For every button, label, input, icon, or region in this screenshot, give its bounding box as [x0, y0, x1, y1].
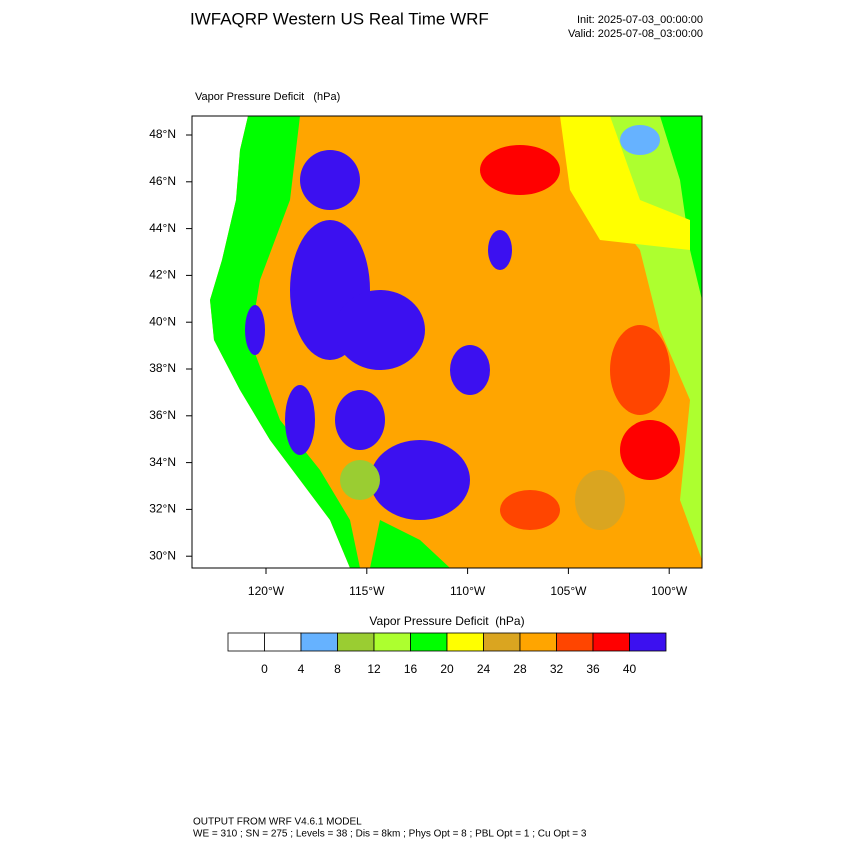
- colorbar-label: 40: [623, 662, 637, 676]
- lat-label: 38°N: [149, 361, 176, 375]
- colorbar-title: Vapor Pressure Deficit (hPa): [369, 614, 524, 628]
- title: IWFAQRP Western US Real Time WRF: [190, 9, 489, 28]
- lat-label: 36°N: [149, 408, 176, 422]
- colorbar-box: [410, 632, 448, 652]
- colorbar-box: [446, 632, 484, 652]
- lon-label: 105°W: [550, 584, 587, 598]
- colorbar-box: [227, 632, 265, 652]
- lat-label: 40°N: [149, 314, 176, 328]
- colorbar-box: [264, 632, 302, 652]
- colorbar-box: [519, 632, 557, 652]
- colorbar-label: 4: [298, 662, 305, 676]
- init-time: Init: 2025-07-03_00:00:00: [577, 14, 703, 26]
- colorbar-label: 8: [334, 662, 341, 676]
- lat-label: 42°N: [149, 268, 176, 282]
- lat-label: 44°N: [149, 221, 176, 235]
- lat-label: 34°N: [149, 455, 176, 469]
- colorbar-label: 20: [440, 662, 454, 676]
- colorbar-label: 36: [586, 662, 600, 676]
- lon-label: 115°W: [349, 584, 385, 598]
- lon-label: 100°W: [651, 584, 688, 598]
- colorbar-box: [337, 632, 375, 652]
- colorbar-box: [556, 632, 594, 652]
- colorbar-box: [483, 632, 521, 652]
- colorbar-label: 0: [261, 662, 268, 676]
- lat-label: 48°N: [149, 127, 176, 141]
- lat-label: 30°N: [149, 548, 176, 562]
- colorbar-label: 24: [477, 662, 491, 676]
- colorbar-label: 32: [550, 662, 564, 676]
- map-field: [192, 116, 702, 568]
- map-frame: [191, 115, 703, 569]
- colorbar-label: 12: [367, 662, 381, 676]
- valid-time: Valid: 2025-07-08_03:00:00: [568, 28, 703, 40]
- lon-label: 110°W: [450, 584, 486, 598]
- colorbar-box: [373, 632, 411, 652]
- colorbar-box: [300, 632, 338, 652]
- colorbar-label: 16: [404, 662, 418, 676]
- lon-label: 120°W: [248, 584, 285, 598]
- colorbar-box: [629, 632, 667, 652]
- lat-label: 32°N: [149, 502, 176, 516]
- map-title: Vapor Pressure Deficit (hPa): [195, 91, 340, 103]
- colorbar-label: 28: [513, 662, 527, 676]
- footer-line: WE = 310 ; SN = 275 ; Levels = 38 ; Dis …: [193, 829, 587, 840]
- lat-label: 46°N: [149, 174, 176, 188]
- colorbar-box: [592, 632, 630, 652]
- footer-line: OUTPUT FROM WRF V4.6.1 MODEL: [193, 817, 362, 828]
